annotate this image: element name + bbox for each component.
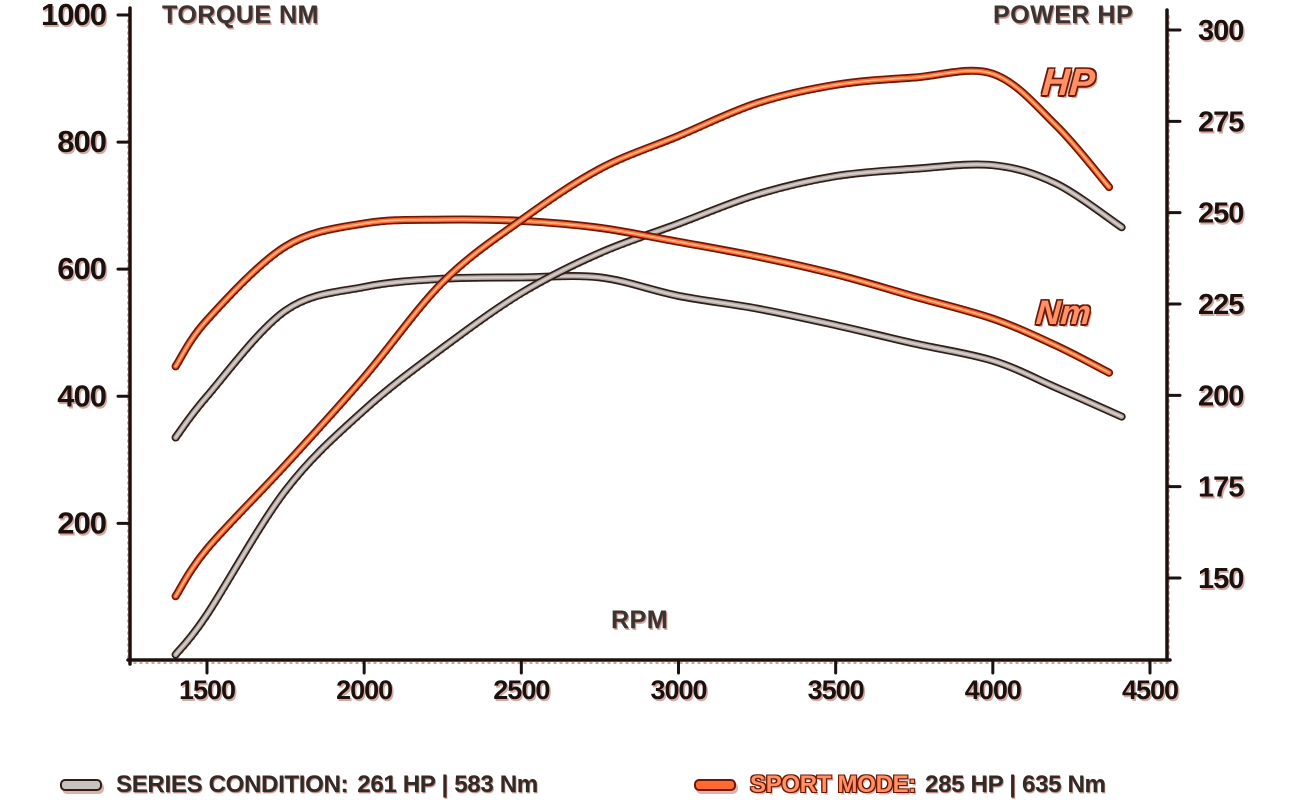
left-axis-title: TORQUE NM: [162, 1, 319, 29]
x-axis-title: RPM: [611, 606, 669, 634]
curve-sport-power-highlight: [174, 69, 1110, 598]
nm-curve-label: Nm: [1034, 294, 1093, 332]
curve-series-power-misprint: [176, 166, 1125, 659]
left-axis-tick-label: 600: [57, 251, 106, 286]
x-axis-tick-label: 3000: [650, 675, 706, 705]
x-axis-tick-label: 1500: [179, 675, 235, 705]
x-axis-tick-label: 4000: [965, 675, 1021, 705]
hp-curve-label: HP: [1040, 62, 1097, 104]
right-axis-tick-label: 275: [1198, 106, 1244, 138]
right-axis-tick-label: 150: [1198, 563, 1243, 595]
right-axis-tick-label: 225: [1198, 289, 1244, 321]
left-axis-tick-label: 400: [57, 378, 106, 413]
legend-item-series-condition: SERIES CONDITION: 261 HP | 583 Nm: [60, 770, 538, 800]
x-axis-tick-label: 2000: [336, 675, 392, 705]
series-condition-swatch: [60, 779, 102, 791]
legend-item-sport-mode: SPORT MODE: 285 HP | 635 Nm: [694, 770, 1106, 800]
right-axis-title: POWER HP: [993, 1, 1134, 29]
sport-mode-swatch: [694, 779, 736, 791]
sport-mode-label: SPORT MODE:: [750, 771, 917, 798]
curve-series-power-highlight: [174, 163, 1123, 656]
sport-mode-values: 285 HP | 635 Nm: [925, 771, 1106, 798]
left-axis-tick-label: 1000: [41, 0, 106, 32]
right-axis-tick-label: 250: [1198, 198, 1243, 230]
x-axis-tick-label: 4500: [1122, 675, 1178, 705]
right-axis-tick-label: 300: [1198, 15, 1243, 47]
series-condition-label: SERIES CONDITION:: [116, 771, 349, 798]
x-axis-tick-label: 3500: [808, 675, 864, 705]
left-axis-tick-label: 200: [57, 505, 106, 540]
right-axis-tick-label: 200: [1198, 380, 1243, 412]
series-condition-values: 261 HP | 583 Nm: [357, 771, 538, 798]
x-axis-tick-label: 2500: [493, 675, 549, 705]
right-axis-tick-label: 175: [1198, 472, 1244, 504]
left-axis-tick-label: 800: [57, 124, 106, 159]
curve-sport-torque-highlight: [174, 218, 1110, 374]
curve-series-torque-highlight: [174, 275, 1123, 439]
